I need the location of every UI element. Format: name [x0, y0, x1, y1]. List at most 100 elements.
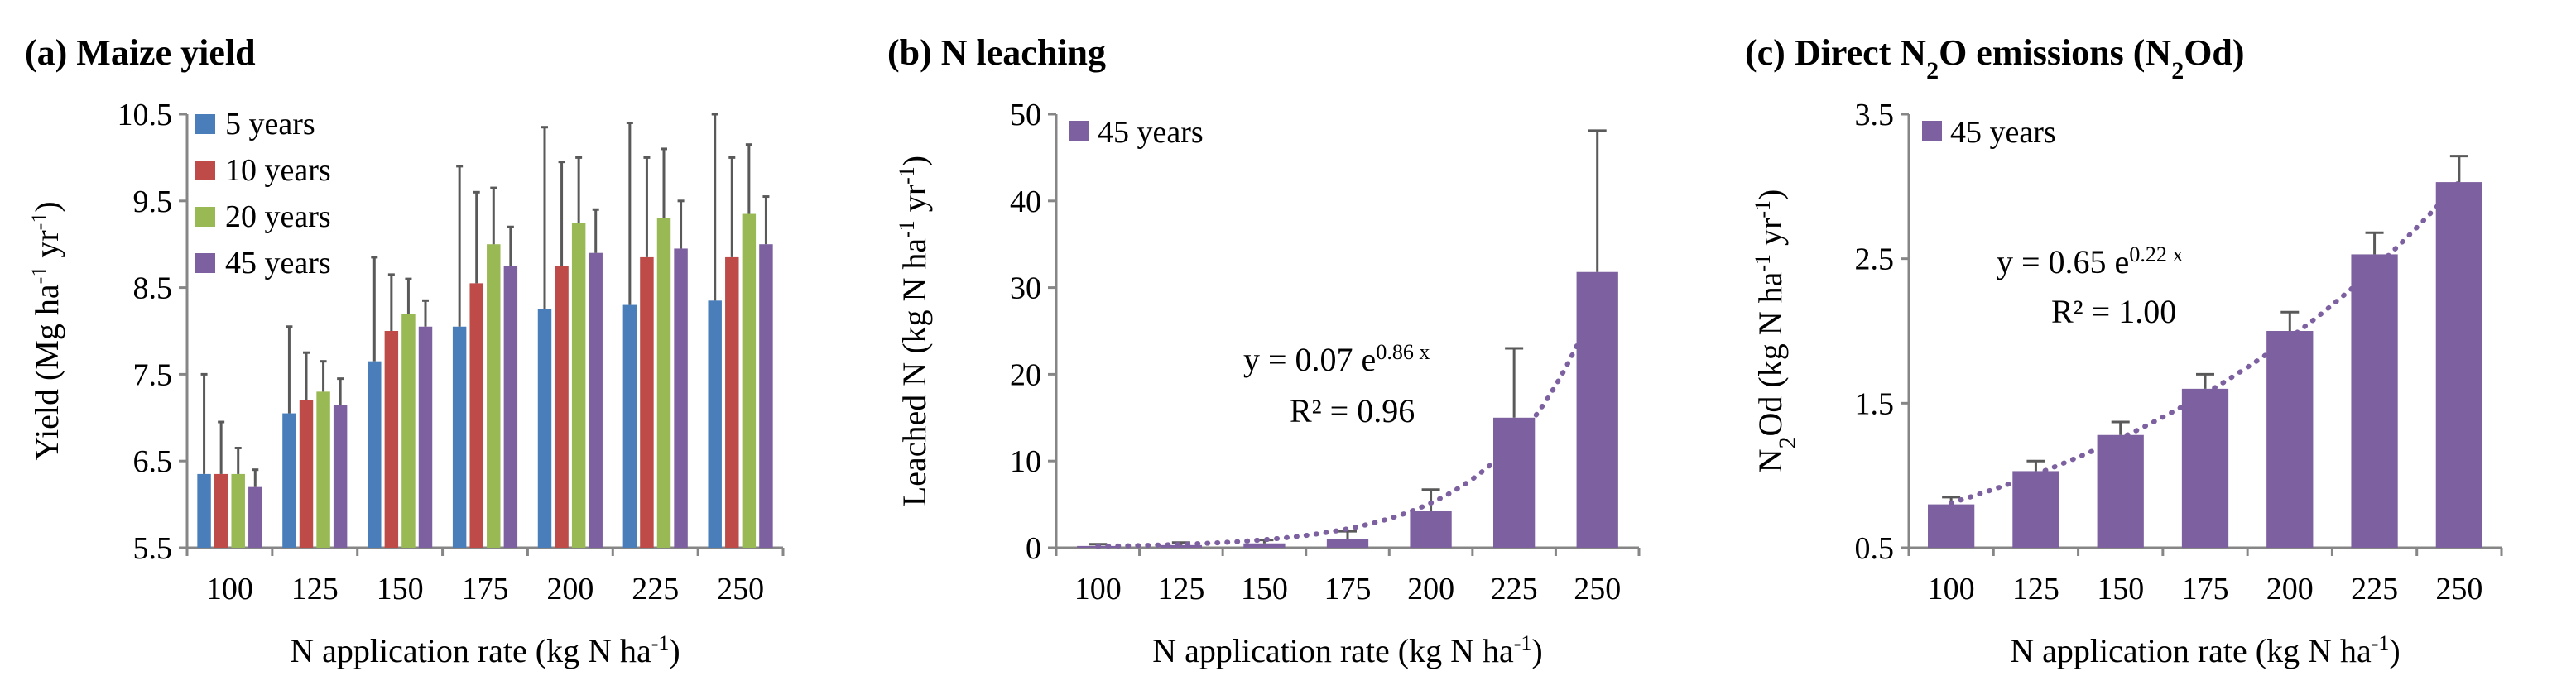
chart-a-bar-s3-c4 [589, 252, 603, 548]
chart-c-trendline [1949, 179, 2462, 506]
legend-b-label-0: 45 years [1098, 115, 1204, 150]
chart-a-xtick-label-6: 250 [717, 572, 764, 606]
chart-a-bar-s0-c5 [622, 304, 637, 548]
chart-b-bar-s0-c6 [1576, 271, 1618, 548]
chart-a-xtick-label-2: 150 [377, 572, 424, 606]
chart-a-xlabel: N application rate (kg N ha-1) [290, 631, 680, 670]
chart-b-xtick-label-5: 225 [1491, 572, 1538, 606]
chart-a-bar-s1-c2 [384, 331, 399, 548]
chart-c-legend: 45 years [1922, 115, 2056, 150]
chart-a-ylabel: Yield (Mg ha-1 yr-1) [27, 201, 66, 460]
chart-a-bar-s3-c0 [248, 486, 262, 548]
chart-a-xtick-label-4: 200 [546, 572, 594, 606]
legend-a-swatch-3 [195, 253, 215, 273]
chart-b-bar-s0-c4 [1410, 510, 1452, 548]
chart-c-ytick-label-1: 1.5 [1855, 386, 1895, 421]
chart-a-bar-s2-c3 [487, 244, 501, 548]
chart-c-xtick-label-0: 100 [1928, 572, 1975, 606]
chart-c-bar-s0-c4 [2266, 331, 2314, 548]
legend-a-label-0: 5 years [225, 107, 315, 141]
chart-a-ytick-label-3: 8.5 [133, 271, 173, 306]
chart-a-ytick-label-5: 10.5 [118, 98, 173, 132]
chart-a-title: (a) Maize yield [25, 32, 256, 73]
chart-a-bar-s2-c1 [316, 391, 330, 548]
legend-a-label-1: 10 years [225, 153, 331, 188]
chart-a-bar-s3-c2 [418, 326, 433, 548]
legend-b-swatch-0 [1069, 121, 1089, 141]
chart-panel-b: (b) N leaching Leached N (kg N ha-1 yr-1… [887, 32, 1641, 669]
chart-b-ytick-label-2: 20 [1010, 357, 1041, 392]
chart-b-xtick-label-6: 250 [1574, 572, 1621, 606]
chart-c-bar-s0-c0 [1928, 504, 1975, 548]
legend-a-swatch-2 [195, 207, 215, 227]
chart-a-bar-s1-c6 [725, 256, 739, 548]
chart-a-bar-s3-c5 [674, 248, 688, 548]
chart-b-bar-s0-c5 [1493, 417, 1536, 548]
chart-a-ytick-label-4: 9.5 [133, 185, 173, 219]
chart-a-xtick-label-1: 125 [291, 572, 339, 606]
chart-a-bar-s0-c4 [537, 309, 552, 548]
chart-a-bar-s1-c1 [299, 400, 314, 548]
chart-c-xtick-label-3: 175 [2182, 572, 2229, 606]
legend-a-swatch-0 [195, 114, 215, 134]
chart-panel-c: (c) Direct N2O emissions (N2Od) N2Od (kg… [1745, 32, 2503, 670]
chart-c-bar-s0-c5 [2351, 254, 2398, 548]
chart-a-ytick-label-1: 6.5 [133, 444, 173, 479]
chart-c-trend-r2: R² = 1.00 [2051, 293, 2176, 330]
chart-b-xtick-label-1: 125 [1157, 572, 1204, 606]
chart-b-ytick-label-0: 0 [1026, 531, 1041, 566]
chart-b-ytick-label-1: 10 [1010, 444, 1041, 479]
chart-c-trend-equation: y = 0.65 e0.22 x [1997, 242, 2183, 281]
chart-a-bar-s0-c6 [708, 300, 722, 548]
chart-c-ytick-label-3: 3.5 [1855, 98, 1895, 132]
chart-a-bar-s1-c4 [555, 266, 569, 548]
legend-c-swatch-0 [1922, 121, 1942, 141]
chart-b-xtick-label-0: 100 [1074, 572, 1122, 606]
chart-a-xtick-label-0: 100 [206, 572, 253, 606]
chart-a-bar-s2-c6 [742, 213, 757, 548]
chart-c-bar-s0-c2 [2097, 434, 2144, 548]
chart-a-bar-s0-c0 [197, 473, 211, 548]
legend-c-label-0: 45 years [1950, 115, 2056, 150]
chart-b-ytick-label-3: 30 [1010, 271, 1041, 306]
chart-a-legend: 5 years 10 years 20 years 45 years [195, 107, 331, 280]
chart-c-bar-s0-c6 [2435, 182, 2482, 549]
chart-a-bar-s2-c0 [231, 473, 245, 548]
chart-b-title: (b) N leaching [887, 32, 1106, 73]
chart-a-xtick-label-3: 175 [462, 572, 509, 606]
chart-c-bar-s0-c1 [2012, 471, 2059, 548]
chart-c-xtick-label-6: 250 [2435, 572, 2482, 606]
chart-b-legend: 45 years [1069, 115, 1204, 150]
legend-a-label-2: 20 years [225, 199, 331, 234]
chart-a-bar-s0-c2 [368, 361, 382, 548]
chart-b-ylabel: Leached N (kg N ha-1 yr-1) [895, 156, 934, 506]
chart-b-xtick-label-2: 150 [1241, 572, 1288, 606]
chart-a-bar-s3-c6 [759, 244, 773, 548]
chart-c-ytick-label-0: 0.5 [1855, 531, 1895, 566]
legend-a-label-3: 45 years [225, 246, 331, 280]
chart-c-xlabel: N application rate (kg N ha-1) [2010, 631, 2401, 670]
chart-a-bar-s0-c3 [452, 326, 467, 548]
chart-a-bar-s3-c1 [333, 405, 348, 548]
chart-a-ytick-label-0: 5.5 [133, 531, 173, 566]
chart-a-bar-s2-c2 [401, 314, 416, 548]
chart-a-bar-s1-c3 [469, 283, 483, 548]
chart-b-xtick-label-3: 175 [1324, 572, 1372, 606]
chart-b-bar-s0-c1 [1160, 544, 1202, 548]
chart-b-ytick-label-4: 40 [1010, 185, 1041, 219]
chart-a-bar-s2-c5 [656, 218, 671, 548]
chart-c-ylabel: N2Od (kg N ha-1 yr-1) [1751, 189, 1801, 473]
chart-b-bar-s0-c3 [1326, 539, 1369, 548]
chart-a-xtick-label-5: 225 [632, 572, 679, 606]
legend-a-swatch-1 [195, 161, 215, 180]
chart-b-trend-r2: R² = 0.96 [1290, 392, 1415, 429]
chart-a-bar-s3-c3 [503, 266, 518, 548]
chart-b-bar-s0-c2 [1243, 543, 1286, 548]
chart-panel-a: (a) Maize yield Yield (Mg ha-1 yr-1) N a… [25, 32, 785, 670]
chart-b-trendline [1095, 295, 1600, 549]
chart-b-ytick-label-5: 50 [1010, 98, 1041, 132]
chart-a-bar-s2-c4 [571, 223, 586, 548]
chart-a-bar-s0-c1 [282, 413, 296, 548]
chart-a-bar-s1-c0 [214, 473, 228, 548]
